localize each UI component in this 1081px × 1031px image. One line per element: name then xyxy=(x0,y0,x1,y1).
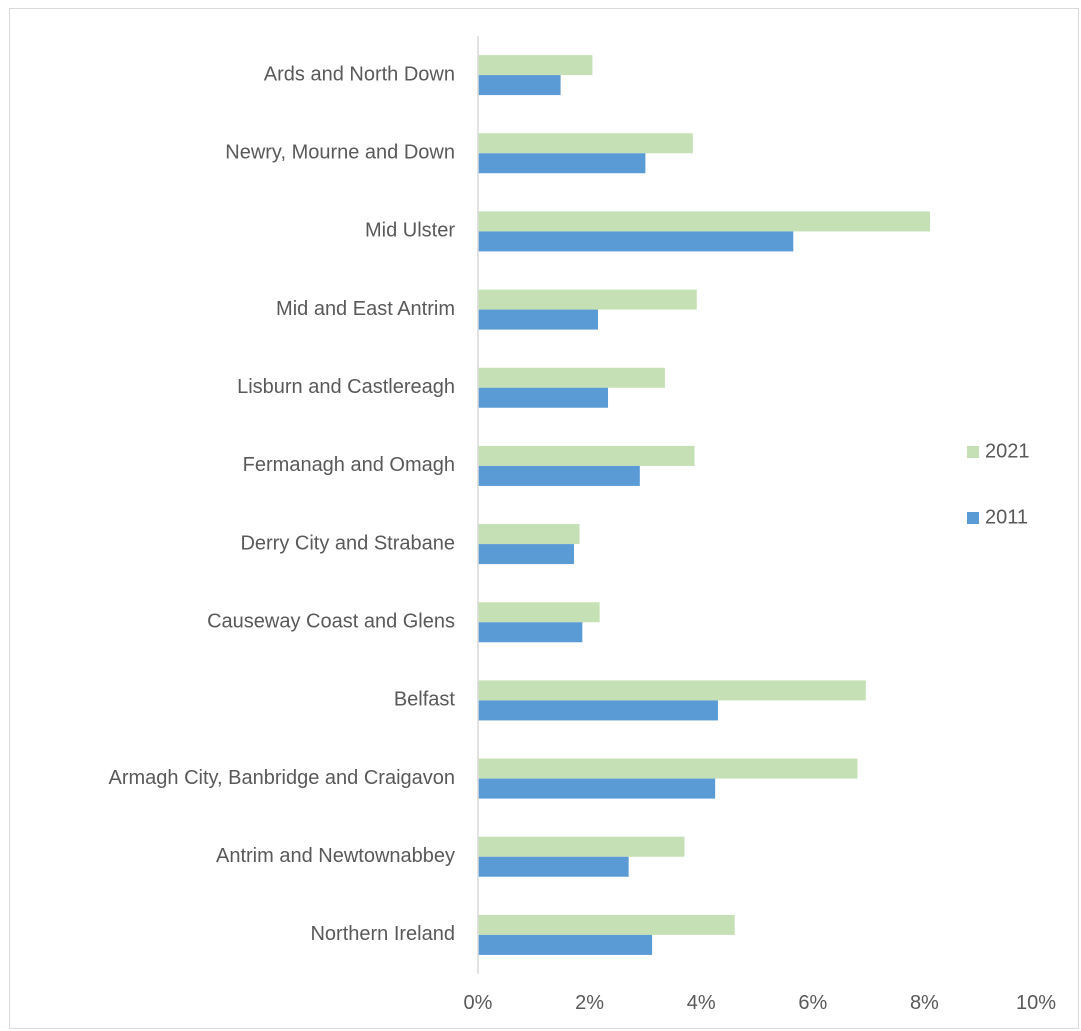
bar-2011 xyxy=(478,231,794,252)
category-label: Antrim and Newtownabbey xyxy=(216,845,455,867)
x-tick-label: 4% xyxy=(687,992,716,1014)
bar-2011 xyxy=(478,856,629,877)
legend: 2021 2011 xyxy=(967,440,1030,528)
bar-chart: Ards and North Down Newry, Mourne and Dow… xyxy=(109,36,1057,1014)
bar-2021 xyxy=(478,367,665,388)
x-tick-label: 0% xyxy=(464,992,493,1014)
bar-2021 xyxy=(478,55,593,76)
category-label: Causeway Coast and Glens xyxy=(207,611,455,633)
legend-label-2011: 2011 xyxy=(985,506,1028,528)
bar-2021 xyxy=(478,133,693,154)
category-label: Mid Ulster xyxy=(365,220,455,242)
category-label: Armagh City, Banbridge and Craigavon xyxy=(109,767,455,789)
bars xyxy=(478,55,930,955)
bar-2011 xyxy=(478,153,646,174)
legend-swatch-2021 xyxy=(967,446,979,458)
bar-2011 xyxy=(478,387,609,408)
bar-2011 xyxy=(478,700,718,721)
bar-2021 xyxy=(478,914,735,935)
category-label: Derry City and Strabane xyxy=(240,532,455,554)
bar-2021 xyxy=(478,445,695,466)
bar-2011 xyxy=(478,622,583,643)
bar-2021 xyxy=(478,680,866,701)
category-label: Northern Ireland xyxy=(310,923,455,945)
bar-2011 xyxy=(478,75,561,96)
bar-2011 xyxy=(478,934,653,955)
category-label: Fermanagh and Omagh xyxy=(243,454,455,476)
chart-area: Ards and North Down Newry, Mourne and Dow… xyxy=(9,8,1079,1029)
bar-2021 xyxy=(478,602,600,623)
x-tick-label: 10% xyxy=(1016,992,1056,1014)
category-label: Lisburn and Castlereagh xyxy=(237,376,455,398)
category-label: Belfast xyxy=(394,689,456,711)
bar-2011 xyxy=(478,465,640,486)
x-tick-label: 2% xyxy=(575,992,604,1014)
bar-2011 xyxy=(478,778,716,799)
legend-label-2021: 2021 xyxy=(985,440,1030,462)
bar-2021 xyxy=(478,758,858,779)
category-label: Mid and East Antrim xyxy=(276,298,455,320)
x-axis-tick-labels: 0% 2% 4% 6% 8% 10% xyxy=(464,992,1057,1014)
x-tick-label: 8% xyxy=(910,992,939,1014)
bar-2021 xyxy=(478,289,697,310)
category-labels: Ards and North Down Newry, Mourne and Dow… xyxy=(109,63,456,945)
bar-2021 xyxy=(478,211,930,232)
bar-2011 xyxy=(478,309,598,330)
category-label: Ards and North Down xyxy=(264,63,455,85)
bar-2021 xyxy=(478,836,685,857)
bar-2021 xyxy=(478,524,580,545)
x-tick-label: 6% xyxy=(798,992,827,1014)
legend-swatch-2011 xyxy=(967,512,979,524)
category-label: Newry, Mourne and Down xyxy=(225,142,455,164)
bar-2011 xyxy=(478,544,574,565)
